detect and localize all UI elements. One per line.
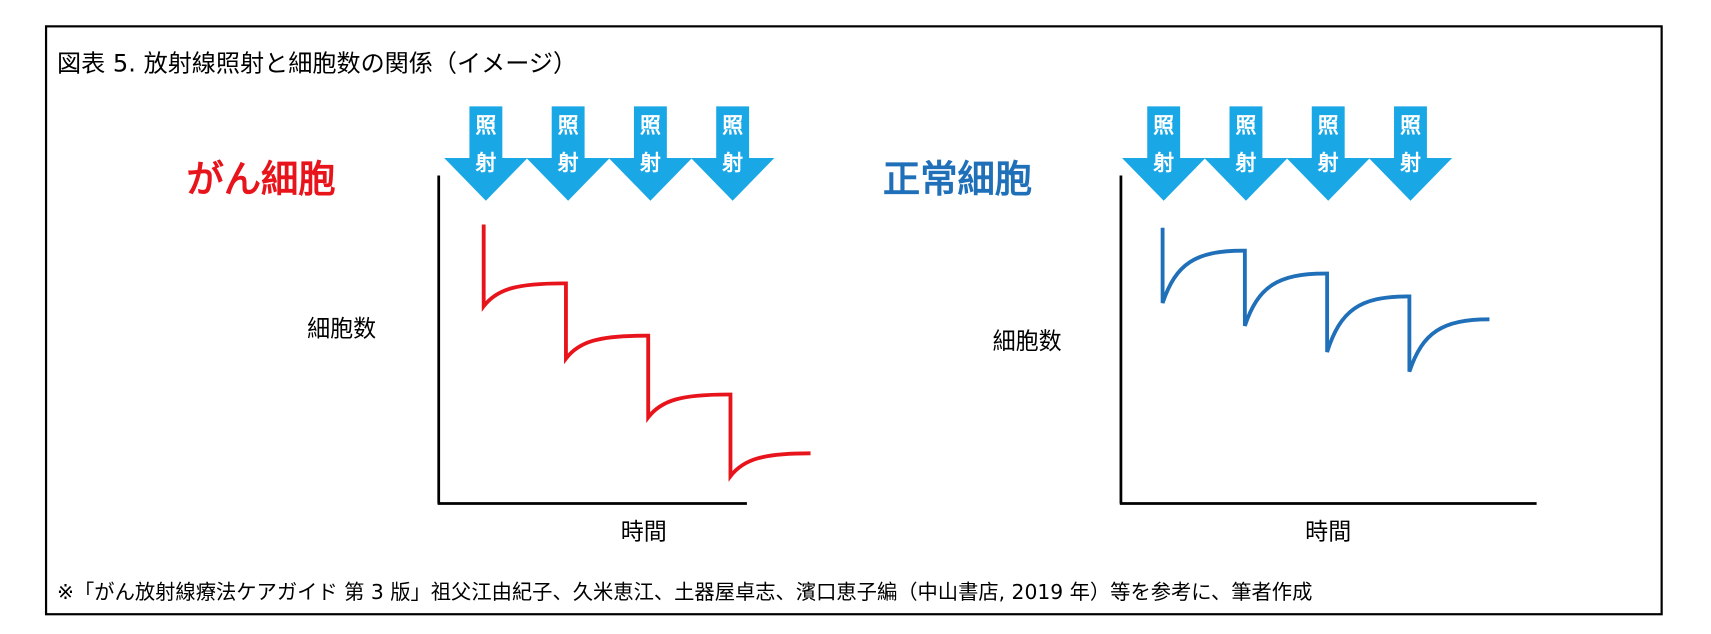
source-footnote: ※「がん放射線療法ケアガイド 第 3 版」祖父江由紀子、久米恵江、土器屋卓志、濱… xyxy=(57,580,1312,604)
irradiation-arrow-icon xyxy=(608,106,693,201)
irradiation-arrow-icon xyxy=(690,106,775,201)
arrow-label: 射 xyxy=(557,151,579,175)
arrow-label: 射 xyxy=(721,151,743,175)
cancer-x-axis-label: 時間 xyxy=(621,520,667,546)
normal-cell-count-line xyxy=(1160,227,1490,373)
irradiation-arrow-icon xyxy=(1122,106,1206,201)
cancer-cell-count-line xyxy=(481,224,811,482)
arrow-label: 射 xyxy=(474,151,496,175)
normal-cell-heading: 正常細胞 xyxy=(883,157,1032,201)
arrow-label: 射 xyxy=(639,151,661,175)
cancer-cell-heading: がん細胞 xyxy=(186,157,335,201)
arrow-label: 射 xyxy=(1235,151,1257,175)
irradiation-arrow-icon xyxy=(1286,106,1370,201)
arrow-label: 照 xyxy=(640,114,661,138)
figure-frame xyxy=(44,25,1663,616)
arrow-label: 照 xyxy=(1318,114,1339,138)
cancer-y-axis-label: 細胞数 xyxy=(307,317,376,343)
arrow-label: 照 xyxy=(1153,114,1174,138)
arrow-label: 照 xyxy=(1400,114,1421,138)
irradiation-arrow-icon xyxy=(526,106,610,201)
irradiation-arrow-icon xyxy=(444,106,528,201)
arrow-label: 照 xyxy=(722,114,743,138)
arrow-label: 照 xyxy=(475,114,496,138)
normal-x-axis-label: 時間 xyxy=(1305,520,1351,546)
arrow-label: 照 xyxy=(1236,114,1257,138)
arrow-label: 射 xyxy=(1317,151,1339,175)
irradiation-arrow-icon xyxy=(1204,106,1288,201)
figure-title: 図表 5. 放射線照射と細胞数の関係（イメージ） xyxy=(57,49,577,77)
arrow-label: 照 xyxy=(558,114,579,138)
arrow-label: 射 xyxy=(1399,151,1421,175)
arrow-label: 射 xyxy=(1152,151,1174,175)
irradiation-arrow-icon xyxy=(1368,106,1453,201)
normal-y-axis-label: 細胞数 xyxy=(993,329,1062,355)
